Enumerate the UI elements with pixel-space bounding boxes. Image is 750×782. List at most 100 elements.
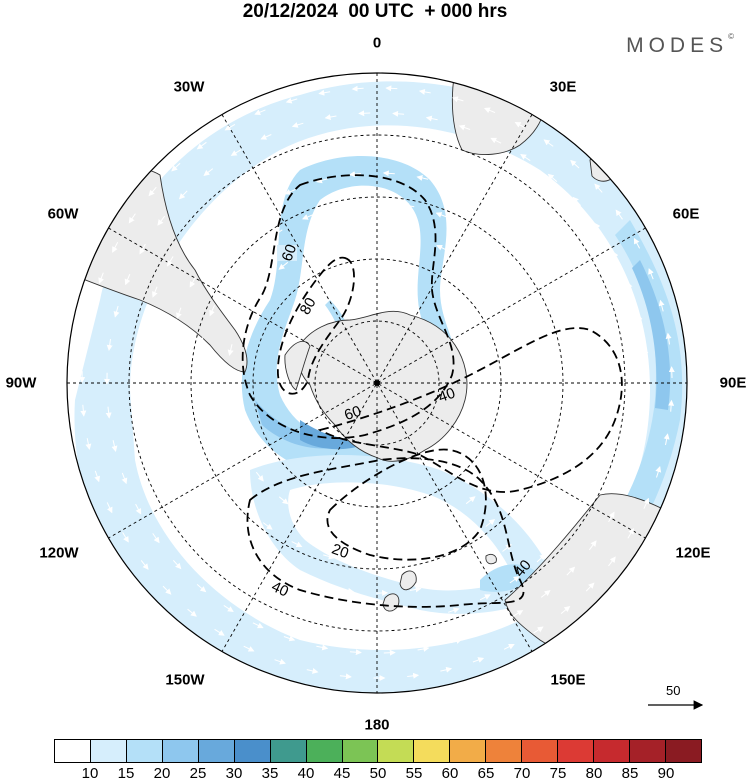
wind-vector (507, 218, 518, 227)
wind-vector (140, 560, 149, 570)
wind-vector (547, 173, 558, 182)
wind-vector (112, 241, 119, 253)
wind-vector (560, 528, 569, 538)
wind-vector (260, 134, 272, 140)
wind-vector (152, 286, 158, 298)
wind-vector (203, 168, 214, 177)
wind-vector (527, 520, 536, 530)
wind-vector (152, 533, 160, 544)
wind-vector (533, 626, 544, 634)
wind-vector (583, 397, 589, 410)
colorbar-swatch (522, 740, 559, 762)
wind-vector (135, 352, 142, 365)
wind-vector (230, 149, 242, 156)
wind-vector (606, 435, 613, 448)
wind-vector (512, 610, 524, 617)
wind-vector (166, 256, 174, 267)
wind-vector (608, 556, 616, 567)
wind-vector (238, 498, 247, 508)
wind-vector (106, 339, 113, 351)
wind-vector (338, 526, 350, 533)
reference-vector-label: 50 (666, 683, 681, 698)
wind-vector (255, 284, 264, 295)
wind-vector (294, 152, 306, 159)
wind-vector (246, 250, 256, 259)
contour-label: 40 (436, 385, 457, 407)
wind-vector (186, 471, 193, 483)
wind-vector (306, 245, 318, 251)
wind-vector (346, 618, 359, 625)
wind-vector (577, 430, 583, 443)
islet (485, 553, 497, 565)
wind-vector (238, 312, 245, 324)
wind-vector (124, 274, 131, 286)
colorbar-swatch (198, 740, 235, 762)
wind-vector (585, 582, 595, 592)
wind-vector (472, 657, 485, 663)
wind-vector (278, 261, 289, 270)
wind-vector (316, 644, 329, 651)
wind-vector (392, 110, 405, 117)
wind-vector (185, 228, 194, 238)
wind-vector (648, 268, 654, 280)
wind-vector (255, 471, 264, 482)
lon-label-150w: 150W (165, 671, 205, 689)
colorbar-swatch (665, 740, 701, 762)
wind-vector (510, 494, 519, 504)
colorbar-tick-label: 40 (297, 765, 315, 782)
wind-vector (545, 433, 551, 446)
wind-vector (209, 305, 215, 317)
new-zealand-north (399, 570, 417, 591)
wind-vector (450, 638, 463, 644)
wind-vector (262, 522, 273, 530)
colorbar-tick-label: 35 (261, 765, 279, 782)
colorbar-swatch (378, 740, 415, 762)
wind-vector (85, 438, 92, 450)
wind-vectors (79, 85, 675, 681)
pole-marker (374, 380, 380, 386)
wind-vector (334, 203, 347, 210)
wind-vector (404, 233, 416, 240)
wind-vector (339, 673, 352, 680)
wind-vector (416, 175, 429, 181)
wind-vector (122, 532, 129, 543)
contour-40-south (246, 457, 525, 608)
colorbar-tick-label: 75 (549, 765, 567, 782)
wind-vector (255, 204, 266, 212)
contour-label: 60 (279, 242, 301, 263)
wind-vector (146, 454, 153, 466)
wind-vector (407, 672, 420, 679)
wind-vector (610, 333, 616, 346)
wind-vector (80, 404, 87, 417)
wind-vector (306, 515, 318, 522)
wind-vector (560, 605, 571, 614)
wind-vector (435, 212, 448, 218)
wind-vector (223, 604, 234, 613)
wind-vector (520, 343, 527, 356)
colorbar-tick-label: 15 (117, 765, 135, 782)
wind-vector (171, 162, 181, 172)
wind-vector (284, 188, 296, 195)
wind-vector (608, 511, 615, 523)
wind-vector (465, 496, 476, 505)
wind-vector (208, 203, 218, 213)
wind-vector (518, 271, 526, 282)
wind-vector (509, 576, 520, 584)
wind-vector (626, 281, 633, 294)
lon-label-180: 180 (364, 716, 390, 734)
wind-vector (442, 577, 454, 584)
wind-vector (540, 589, 551, 598)
wind-vector (503, 643, 515, 650)
wind-vector (222, 566, 232, 575)
colorbar-tick-label: 65 (477, 765, 495, 782)
contour-label: 60 (342, 403, 363, 425)
wind-vector (663, 433, 670, 446)
wind-vector (543, 139, 554, 147)
wind-vector (580, 499, 588, 510)
wind-vector (570, 159, 580, 169)
wind-vector (250, 586, 261, 594)
colorbar-tick-label: 80 (585, 765, 603, 782)
wind-vector (658, 299, 665, 312)
wind-vector (172, 559, 182, 570)
lon-label-30e: 30E (549, 78, 577, 96)
